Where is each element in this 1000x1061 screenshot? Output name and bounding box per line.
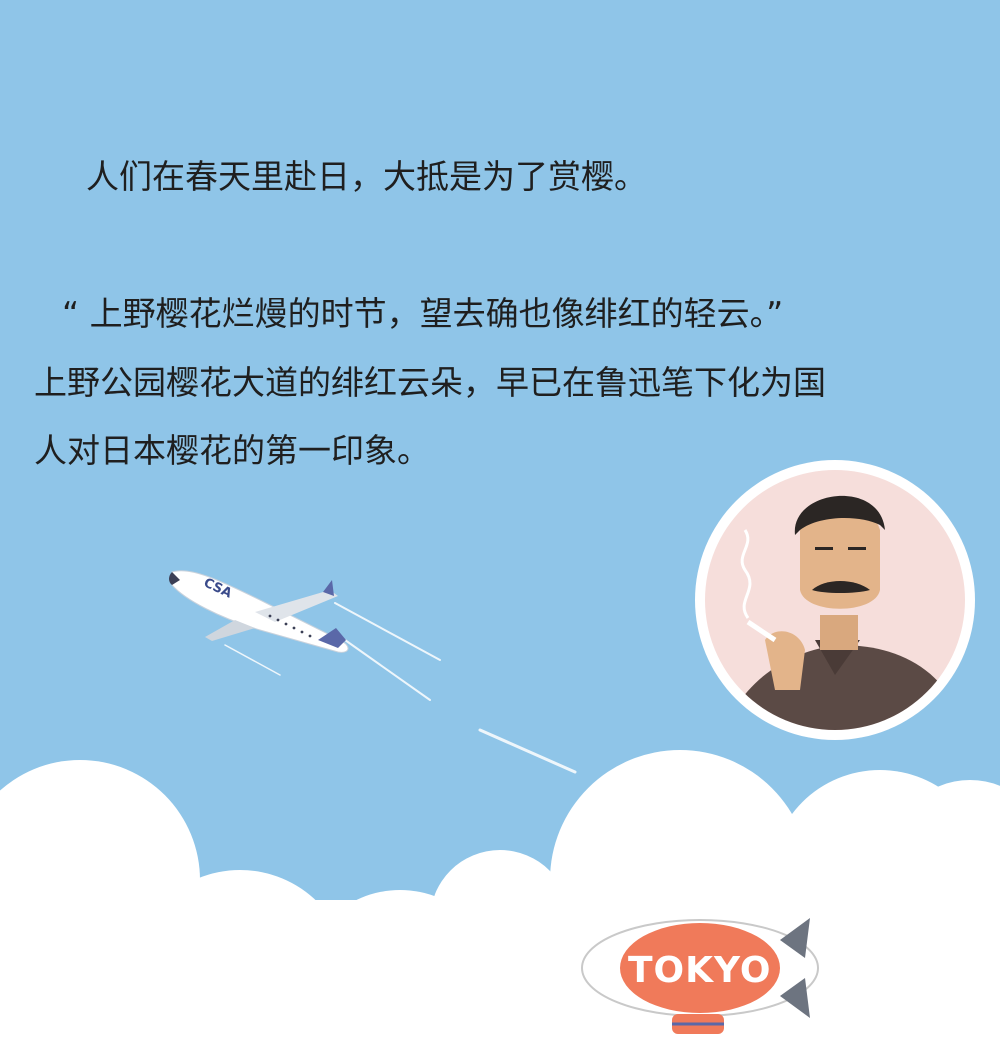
- blimp: [581, 918, 819, 1034]
- paragraph-2-line-1: “ 上野樱花烂熳的时节，望去确也像绯红的轻云。”: [62, 294, 784, 333]
- paragraph-2-line-2: 上野公园樱花大道的绯红云朵，早已在鲁迅笔下化为国: [34, 363, 826, 402]
- paragraph-1: 人们在春天里赴日，大抵是为了赏樱。: [86, 157, 647, 196]
- clouds: [0, 750, 1000, 1061]
- blimp-label: TOKYO: [628, 950, 772, 991]
- airplane: [169, 570, 349, 653]
- portrait-illustration: [695, 460, 975, 740]
- contrails: [224, 602, 577, 774]
- paragraph-2-line-3: 人对日本樱花的第一印象。: [34, 431, 430, 470]
